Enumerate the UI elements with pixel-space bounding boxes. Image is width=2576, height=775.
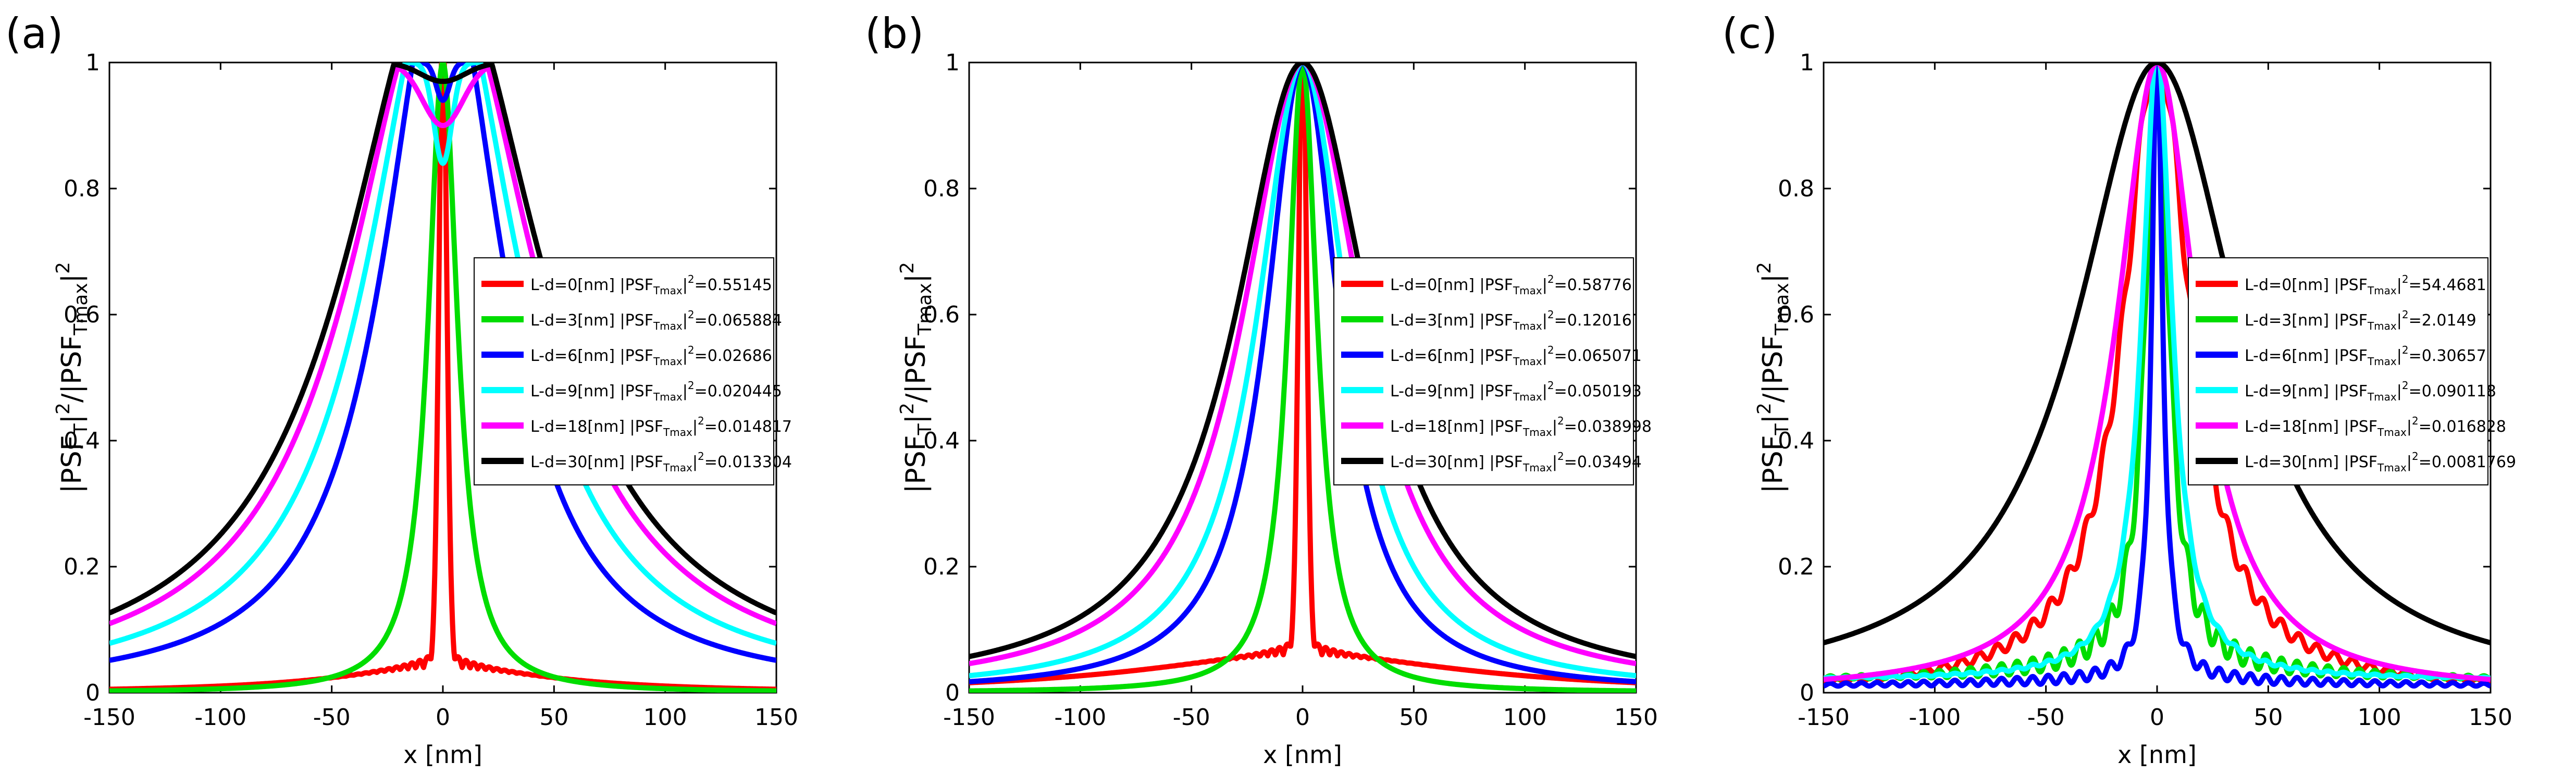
- legend-entry: L-d=0[nm] |PSFTmax|2=0.55145: [530, 273, 772, 297]
- series-line-1: [109, 63, 776, 693]
- series-line-5: [969, 63, 1636, 659]
- x-tick-label: 100: [2358, 704, 2401, 731]
- legend: L-d=0[nm] |PSFTmax|2=0.55145 L-d=3[nm] |P…: [474, 257, 792, 485]
- panel-label: (c): [1722, 9, 1777, 58]
- y-tick-label: 0.8: [64, 176, 100, 202]
- x-tick-label: -50: [313, 704, 351, 731]
- y-tick-label: 1: [1800, 49, 1814, 76]
- legend-entry: L-d=6[nm] |PSFTmax|2=0.02686: [530, 344, 772, 368]
- panel-c: (c) -150 -100 -50 0 50 100 150 0 0.2 0.4 0.6 0.8 1 x […: [1722, 9, 2516, 769]
- x-axis-label: x [nm]: [1263, 741, 1342, 769]
- x-tick-label: 100: [1503, 704, 1547, 731]
- series-line-0: [109, 63, 776, 692]
- series-line-3: [109, 63, 776, 646]
- legend-entry: L-d=9[nm] |PSFTmax|2=0.090118: [2245, 379, 2496, 403]
- y-tick-label: 0.2: [64, 554, 100, 580]
- legend-entry: L-d=3[nm] |PSFTmax|2=0.065884: [530, 308, 782, 332]
- series-line-0: [969, 63, 1636, 685]
- x-tick-label: 50: [539, 704, 568, 731]
- legend: L-d=0[nm] |PSFTmax|2=54.4681 L-d=3[nm] |P…: [2188, 257, 2516, 485]
- y-tick-label: 0.4: [64, 428, 100, 454]
- y-tick-label: 0.6: [1778, 302, 1814, 328]
- y-tick-label: 0.4: [923, 428, 960, 454]
- x-tick-label: -100: [1909, 704, 1961, 731]
- x-tick-label: 50: [1399, 704, 1428, 731]
- series-line-2: [969, 63, 1636, 684]
- legend-entry: L-d=0[nm] |PSFTmax|2=0.58776: [1390, 273, 1632, 297]
- series-line-4: [109, 65, 776, 626]
- x-tick-label: -50: [1173, 704, 1210, 731]
- x-tick-label: 150: [2469, 704, 2512, 731]
- y-tick-label: 0.4: [1778, 428, 1814, 454]
- legend-entry: L-d=18[nm] |PSFTmax|2=0.016828: [2245, 415, 2506, 439]
- panel-label: (b): [865, 9, 924, 58]
- y-tick-label: 0.8: [1778, 176, 1814, 202]
- legend-box: [2188, 257, 2488, 485]
- x-tick-label: 0: [436, 704, 450, 731]
- legend-entry: L-d=30[nm] |PSFTmax|2=0.0081769: [2245, 450, 2516, 474]
- legend-entry: L-d=18[nm] |PSFTmax|2=0.014817: [530, 415, 792, 439]
- x-tick-label: 100: [643, 704, 687, 731]
- x-tick-label: -150: [943, 704, 995, 731]
- legend: L-d=0[nm] |PSFTmax|2=0.58776 L-d=3[nm] |P…: [1333, 257, 1652, 485]
- legend-entry: L-d=6[nm] |PSFTmax|2=0.30657: [2245, 344, 2486, 368]
- series-line-1: [969, 63, 1636, 693]
- series-line-5: [1824, 63, 2491, 645]
- x-tick-label: -100: [194, 704, 246, 731]
- series-line-4: [1824, 63, 2491, 682]
- y-axis-label: |PSFT|2/|PSFTmax|2: [897, 262, 936, 493]
- x-tick-label: 0: [2150, 704, 2164, 731]
- series-line-3: [969, 63, 1636, 679]
- series-line-4: [969, 63, 1636, 667]
- x-tick-label: 150: [1614, 704, 1658, 731]
- x-tick-label: -100: [1054, 704, 1106, 731]
- legend-entry: L-d=30[nm] |PSFTmax|2=0.013304: [530, 450, 792, 474]
- x-tick-label: 150: [754, 704, 798, 731]
- y-tick-label: 1: [945, 49, 960, 76]
- legend-entry: L-d=0[nm] |PSFTmax|2=54.4681: [2245, 273, 2486, 297]
- legend-entry: L-d=3[nm] |PSFTmax|2=2.0149: [2245, 308, 2476, 332]
- legend-entry: L-d=6[nm] |PSFTmax|2=0.065071: [1390, 344, 1642, 368]
- series-line-2: [109, 63, 776, 663]
- series-line-3: [1824, 63, 2491, 681]
- legend-entry: L-d=3[nm] |PSFTmax|2=0.12016: [1390, 308, 1632, 332]
- panel-b: (b) -150 -100 -50 0 50 100 150 0 0.2 0.4 0.6 0.8 1 x […: [865, 9, 1658, 769]
- legend-entry: L-d=30[nm] |PSFTmax|2=0.03494: [1390, 450, 1642, 474]
- x-tick-label: -50: [2027, 704, 2065, 731]
- legend-entry: L-d=18[nm] |PSFTmax|2=0.038998: [1390, 415, 1652, 439]
- panel-a: (a) -150 -100 -50 0 50 100 150 0 0.2 0.4 0.6 0.8 1 x […: [5, 9, 798, 769]
- y-tick-label: 0: [85, 680, 100, 706]
- y-tick-label: 0.6: [64, 302, 100, 328]
- series-line-5: [109, 63, 776, 616]
- y-tick-label: 0.6: [923, 302, 960, 328]
- x-tick-label: 50: [2253, 704, 2283, 731]
- y-tick-label: 0.8: [923, 176, 960, 202]
- y-tick-label: 0.2: [923, 554, 960, 580]
- x-axis-label: x [nm]: [403, 741, 482, 769]
- x-tick-label: -150: [83, 704, 135, 731]
- y-axis-label: |PSFT|2/|PSFTmax|2: [1754, 262, 1793, 493]
- y-tick-label: 0: [945, 680, 960, 706]
- legend-entry: L-d=9[nm] |PSFTmax|2=0.050193: [1390, 379, 1642, 403]
- legend-box: [474, 257, 774, 485]
- y-axis-label: |PSFT|2/|PSFTmax|2: [53, 262, 92, 493]
- y-tick-label: 0: [1800, 680, 1814, 706]
- legend-box: [1333, 257, 1634, 485]
- series-line-2: [1824, 63, 2491, 689]
- x-tick-label: -150: [1798, 704, 1850, 731]
- legend-entry: L-d=9[nm] |PSFTmax|2=0.020445: [530, 379, 782, 403]
- y-tick-label: 0.2: [1778, 554, 1814, 580]
- y-tick-label: 1: [85, 49, 100, 76]
- x-tick-label: 0: [1295, 704, 1310, 731]
- x-axis-label: x [nm]: [2117, 741, 2197, 769]
- panel-label: (a): [5, 9, 63, 58]
